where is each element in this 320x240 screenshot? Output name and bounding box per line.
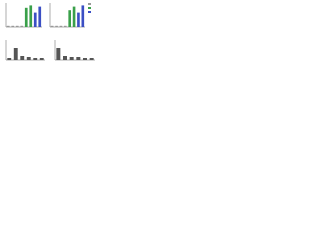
bar: [11, 25, 15, 27]
bar: [24, 7, 28, 28]
page: {"chart_data": [ {"type": "bar", "values…: [0, 0, 100, 67]
bar: [63, 56, 67, 60]
bar: [15, 25, 19, 27]
bar: [7, 58, 12, 60]
bar: [77, 12, 80, 27]
legend-swatch: [88, 3, 91, 5]
legend-swatch: [88, 7, 91, 9]
bar: [72, 6, 76, 27]
legend: [88, 3, 91, 13]
bar: [59, 25, 63, 27]
bar: [50, 25, 54, 27]
bar: [68, 10, 71, 27]
figure: [5, 3, 95, 61]
bar: [20, 25, 24, 27]
bar: [83, 58, 87, 60]
bar: [33, 58, 38, 60]
bar: [13, 48, 18, 60]
bar: [26, 57, 31, 60]
bar: [33, 12, 37, 27]
bar: [89, 58, 94, 60]
bar: [20, 56, 25, 60]
bar: [6, 25, 10, 27]
bar: [64, 25, 67, 27]
bar: [39, 58, 44, 60]
bar: [69, 57, 74, 60]
bar: [29, 5, 33, 28]
bar: [55, 25, 58, 27]
legend-swatch: [88, 11, 91, 13]
bar: [81, 5, 85, 28]
bar: [76, 57, 81, 60]
bar: [56, 48, 61, 60]
bar: [38, 6, 42, 27]
